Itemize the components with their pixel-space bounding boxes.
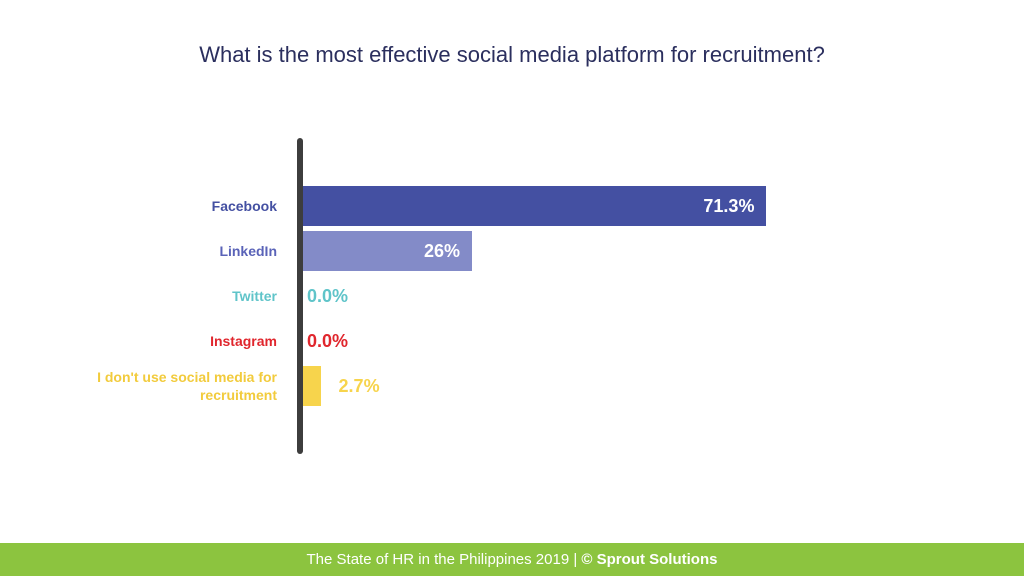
data-label: 26% bbox=[423, 241, 460, 261]
category-label: Instagram bbox=[210, 333, 277, 349]
category-label: Facebook bbox=[211, 198, 277, 214]
category-label: Twitter bbox=[232, 288, 277, 304]
data-label: 0.0% bbox=[307, 331, 349, 351]
y-axis-line bbox=[297, 138, 303, 454]
chart-title: What is the most effective social media … bbox=[199, 42, 825, 67]
category-label: I don't use social media for recruitment bbox=[97, 369, 277, 403]
data-label: 0.0% bbox=[307, 286, 349, 306]
footer-brand: © Sprout Solutions bbox=[581, 551, 718, 568]
data-label: 2.7% bbox=[338, 376, 380, 396]
footer-text: The State of HR in the Philippines 2019 … bbox=[306, 551, 582, 568]
data-label: 71.3% bbox=[703, 196, 755, 216]
footer-banner: The State of HR in the Philippines 2019 … bbox=[0, 543, 1024, 576]
bar bbox=[303, 186, 767, 226]
bar bbox=[303, 366, 321, 406]
bar bbox=[303, 231, 472, 271]
category-label: LinkedIn bbox=[219, 243, 277, 259]
